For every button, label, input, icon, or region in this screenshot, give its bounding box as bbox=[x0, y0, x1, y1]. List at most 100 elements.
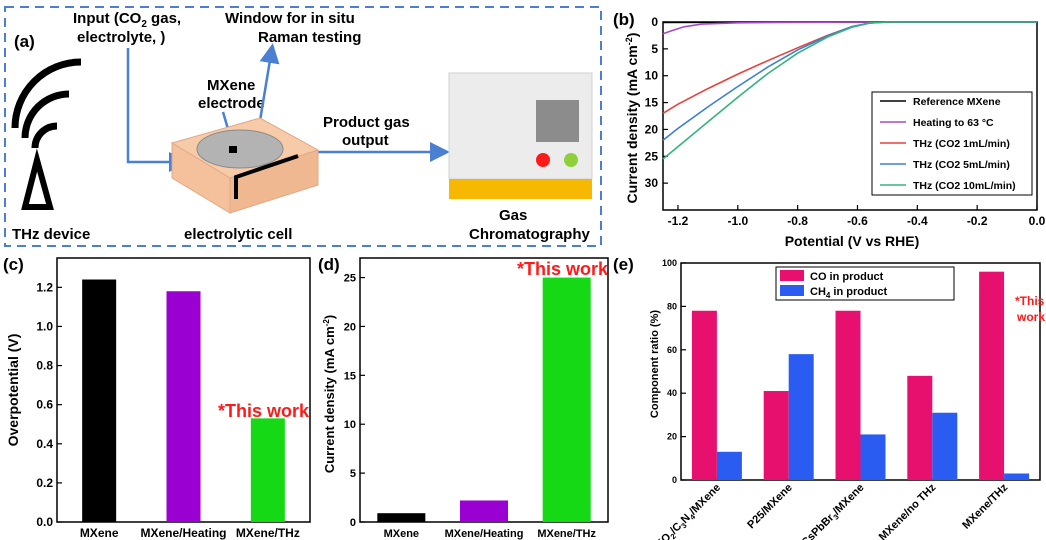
panel-b-legend: Reference MXene Heating to 63 °C THz (CO2 … bbox=[871, 91, 1033, 196]
panel-e-bar-1-2 bbox=[860, 434, 886, 480]
panel-e-legend-label-0: CO in product bbox=[810, 271, 884, 283]
panel-c-chart: 0.0 0.2 0.4 0.6 0.8 1.0 1.2 MXene MXene/Heating M… bbox=[36, 257, 311, 540]
panel-e-ylabel: Component ratio (%) bbox=[649, 310, 661, 418]
panel-c-category-label-1: MXene/Heating bbox=[140, 526, 226, 540]
panel-d-ytick-label: 20 bbox=[344, 321, 356, 333]
panel-e-ytick-label: 80 bbox=[667, 301, 677, 311]
panel-c-ytick-label: 0.6 bbox=[36, 398, 53, 412]
panel-e-label: (e) bbox=[613, 255, 634, 274]
panel-a-dashed-border bbox=[4, 6, 602, 247]
panel-d-category-label-0: MXene bbox=[384, 528, 419, 540]
panel-c-ytick-label: 0.2 bbox=[36, 476, 53, 490]
panel-c-annotation: *This work bbox=[218, 401, 310, 421]
panel-e-bar-0-0 bbox=[691, 310, 717, 480]
panel-b-ytick-label: 5 bbox=[651, 42, 658, 56]
panel-b-series-line-4 bbox=[662, 21, 1037, 160]
panel-e-bar-0-2 bbox=[835, 310, 861, 480]
panel-d-bar-1 bbox=[460, 500, 508, 522]
gc-label-line1: Gas bbox=[499, 207, 527, 224]
panel-b-axes: -1.2 -1.0 -0.8 -0.6 -0.4 -0.2 0.0 0 5 10 15 20 25 30 bbox=[645, 15, 1046, 228]
panel-e-category-label-1: P25/MXene bbox=[745, 482, 795, 532]
panel-b-xtick-label: -0.2 bbox=[967, 214, 988, 228]
window-label-line2: Raman testing bbox=[258, 29, 361, 46]
panel-b-legend-label-3: THz (CO2 5mL/min) bbox=[913, 159, 1010, 171]
thz-device-label: THz device bbox=[12, 226, 90, 243]
panel-d-ylabel: Current density (mA cm-2) bbox=[322, 315, 337, 473]
panel-e-category-label-0: TiO2/C3N4/MXene bbox=[652, 482, 724, 540]
panel-b-legend-label-1: Heating to 63 °C bbox=[913, 117, 994, 129]
panel-b-legend-label-4: THz (CO2 10mL/min) bbox=[913, 180, 1016, 192]
panel-e-bar-1-0 bbox=[716, 451, 742, 480]
panel-c-ytick-label: 0.0 bbox=[36, 515, 53, 529]
electrolytic-cell-icon bbox=[170, 117, 320, 214]
panel-c: (c) Overpotential (V) 0.0 0.2 0.4 0.6 0.8 1.0… bbox=[3, 255, 311, 540]
panel-c-category-label-0: MXene bbox=[80, 526, 119, 540]
mxene-label-line2: electrode bbox=[198, 95, 265, 112]
panel-e-ytick-label: 0 bbox=[672, 475, 677, 485]
panel-e-legend-swatch-0 bbox=[780, 270, 804, 281]
panel-b-legend-label-2: THz (CO2 1mL/min) bbox=[913, 138, 1010, 150]
panel-b-ytick-label: 20 bbox=[645, 122, 659, 136]
product-label-line1: Product gas bbox=[323, 114, 410, 131]
panel-e-category-label-3: MXene/no THz bbox=[877, 481, 939, 540]
panel-c-bar-1 bbox=[166, 291, 201, 522]
panel-e-legend-swatch-1 bbox=[780, 285, 804, 296]
panel-e-annotation-line1: *This bbox=[1015, 294, 1045, 308]
panel-e-category-label-2: CsPbBr3/MXene bbox=[799, 482, 868, 540]
panel-d-ytick-label: 15 bbox=[344, 370, 356, 382]
panel-d-annotation: *This work bbox=[517, 259, 609, 279]
panel-e-legend: CO in product CH4 in product bbox=[775, 266, 955, 301]
panel-e-annotation-line2: work bbox=[1016, 310, 1045, 324]
panel-d-bar-2 bbox=[542, 277, 591, 522]
panel-b-xtick-label: 0.0 bbox=[1029, 214, 1046, 228]
panel-e-category-label-4: MXene/THz bbox=[960, 481, 1010, 531]
panel-e-ytick-label: 100 bbox=[662, 258, 677, 268]
panel-d-category-label-2: MXene/THz bbox=[537, 528, 596, 540]
window-label-line1: Window for in situ bbox=[225, 10, 355, 27]
panel-a-label: (a) bbox=[14, 32, 35, 51]
gas-chromatography-icon bbox=[448, 72, 593, 199]
panel-d-label: (d) bbox=[318, 255, 340, 274]
panel-d-bar-0 bbox=[377, 513, 426, 522]
electrolytic-cell-label: electrolytic cell bbox=[184, 226, 292, 243]
panel-e-bar-1-4 bbox=[1004, 473, 1030, 480]
panel-c-bar-2 bbox=[250, 418, 285, 522]
gc-label-line2: Chromatography bbox=[469, 226, 591, 243]
panel-b-ylabel: Current density (mA cm-2) bbox=[624, 33, 640, 204]
panel-d-category-label-1: MXene/Heating bbox=[445, 528, 524, 540]
panel-e-legend-box bbox=[775, 266, 955, 301]
panel-b: (b) Current density (mA cm-2) -1.2 -1.0 -0… bbox=[613, 10, 1046, 249]
panel-c-ytick-label: 0.8 bbox=[36, 359, 53, 373]
panel-a: (a) Input (CO2 gas, electrolyte, ) Windo… bbox=[4, 6, 602, 247]
input-label-line2: electrolyte, ) bbox=[77, 29, 165, 46]
mxene-label-line1: MXene bbox=[207, 77, 255, 94]
panel-e-ytick-label: 60 bbox=[667, 345, 677, 355]
panel-b-xtick-label: -0.6 bbox=[847, 214, 868, 228]
panel-b-ytick-label: 30 bbox=[645, 176, 659, 190]
panel-e: (e) Component ratio (%) 0 20 40 60 80 100 TiO2… bbox=[613, 255, 1045, 540]
panel-b-xtick-label: -1.0 bbox=[727, 214, 748, 228]
panel-e-bar-1-3 bbox=[932, 412, 958, 480]
panel-c-bar-0 bbox=[82, 279, 117, 522]
panel-d-ytick-label: 5 bbox=[350, 468, 356, 480]
panel-b-ytick-label: 0 bbox=[651, 15, 658, 29]
panel-b-series-line-1 bbox=[662, 21, 1037, 35]
panel-c-category-label-2: MXene/THz bbox=[236, 526, 300, 540]
panel-b-legend-label-0: Reference MXene bbox=[913, 96, 1001, 108]
panel-c-ytick-label: 1.0 bbox=[36, 319, 53, 333]
panel-b-lines bbox=[662, 21, 1037, 160]
panel-e-bar-0-3 bbox=[907, 375, 933, 480]
panel-b-xtick-label: -1.2 bbox=[668, 214, 689, 228]
panel-e-bar-0-1 bbox=[763, 391, 789, 480]
panel-b-ytick-label: 15 bbox=[645, 96, 659, 110]
panel-d-ytick-label: 10 bbox=[344, 419, 356, 431]
panel-b-xlabel: Potential (V vs RHE) bbox=[785, 233, 920, 249]
panel-e-ytick-label: 20 bbox=[667, 432, 677, 442]
panel-b-ytick-label: 25 bbox=[645, 149, 659, 163]
panel-b-xtick-label: -0.4 bbox=[907, 214, 928, 228]
input-label-line1: Input (CO2 gas, bbox=[73, 10, 181, 30]
panel-c-label: (c) bbox=[3, 255, 24, 274]
panel-c-ylabel: Overpotential (V) bbox=[5, 334, 21, 447]
panel-e-bar-1-1 bbox=[788, 354, 814, 480]
